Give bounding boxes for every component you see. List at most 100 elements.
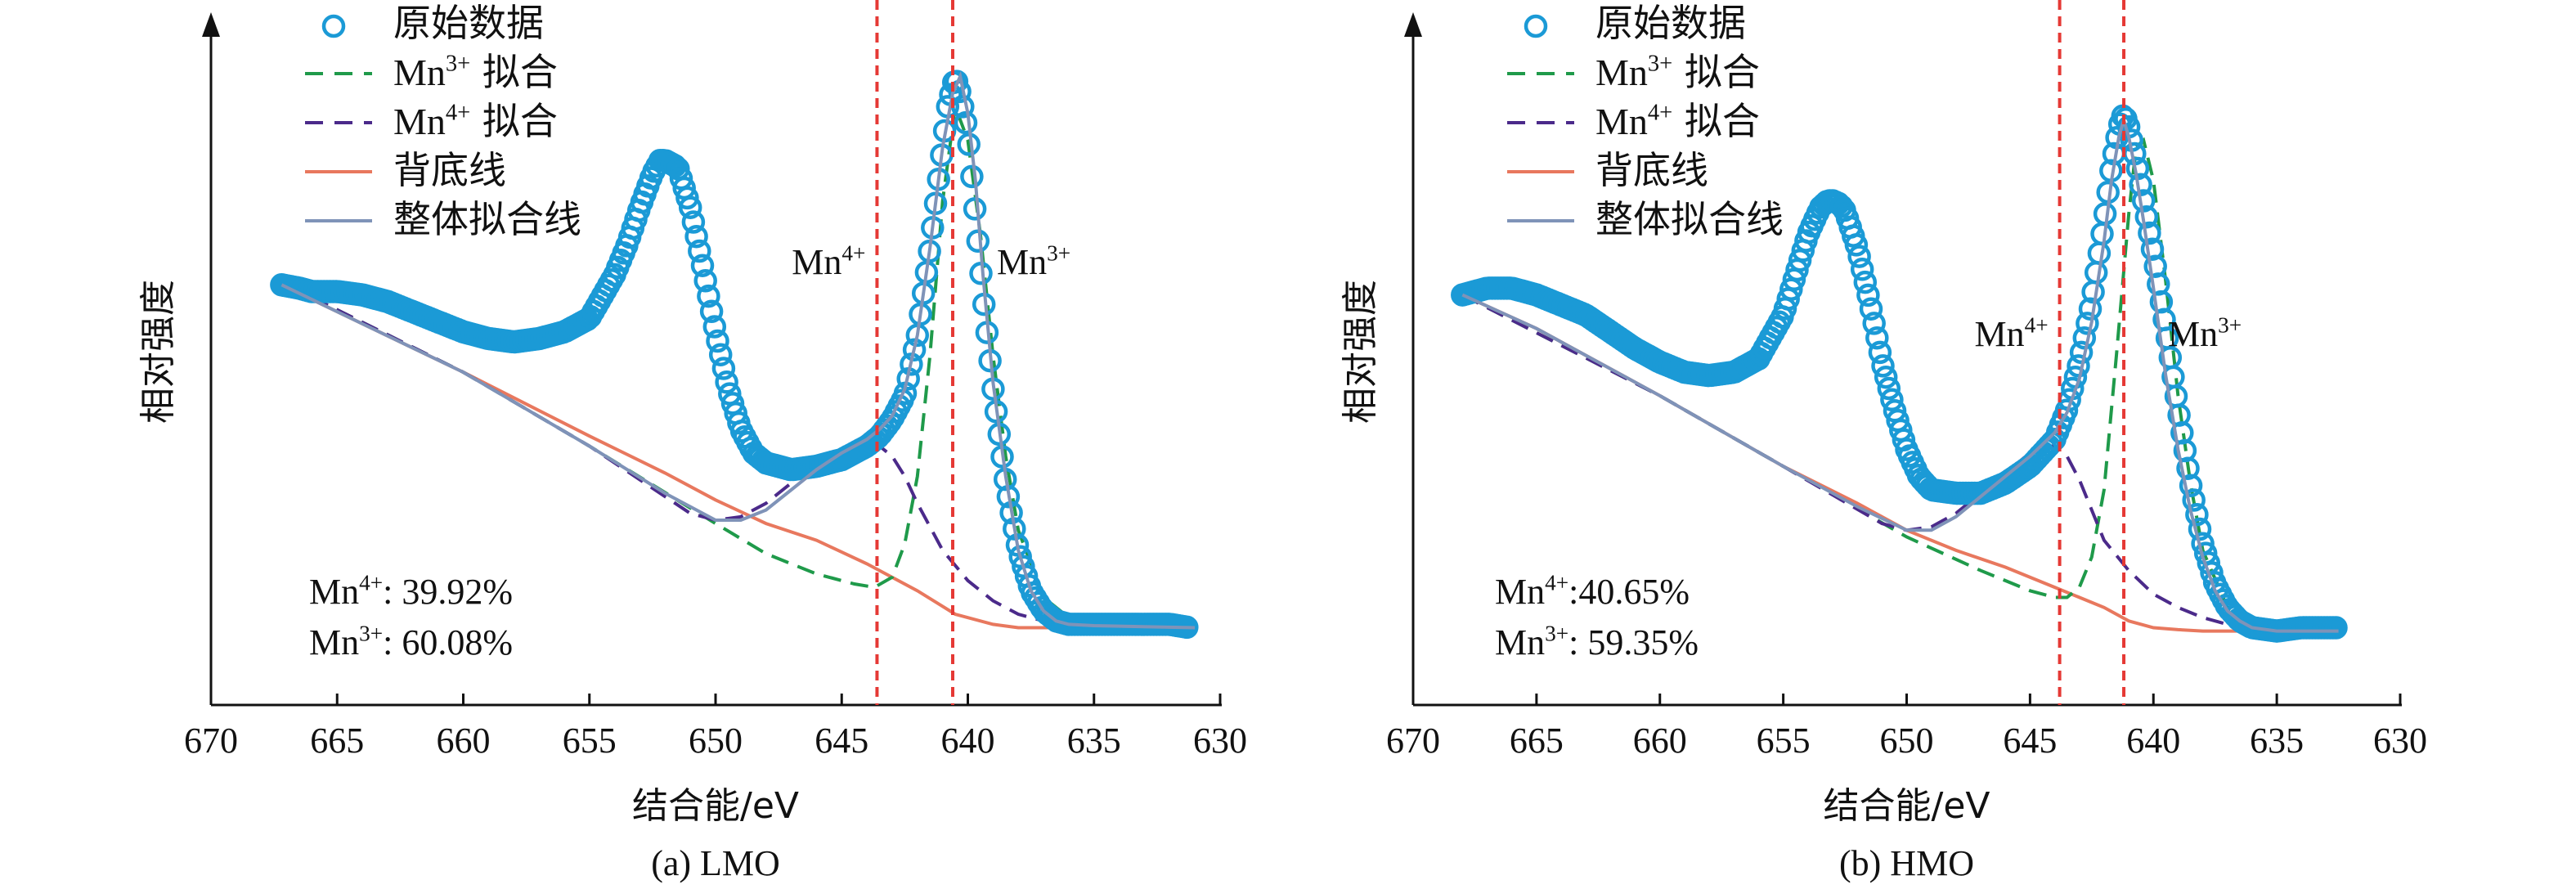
raw-data-point [715, 370, 738, 394]
stat-mn3: Mn3+: 59.35% [1495, 621, 1699, 662]
envelope-line [1461, 114, 2339, 633]
y-axis-label: 相对强度 [137, 280, 179, 424]
raw-data-point [1829, 194, 1854, 218]
raw-data-point [2188, 517, 2212, 541]
raw-data-point [2138, 221, 2161, 245]
raw-data-point [708, 343, 733, 366]
raw-data-point [960, 164, 984, 189]
x-tick-label: 660 [437, 721, 491, 761]
raw-data-point [902, 338, 927, 361]
raw-data-point [954, 110, 978, 135]
raw-data-point [2185, 502, 2209, 527]
legend-marker-raw [1524, 14, 1548, 38]
raw-data-point [697, 284, 720, 308]
raw-data-point [1853, 270, 1878, 294]
legend-label: Mn4+ 拟合 [393, 99, 558, 143]
legend-label: 背底线 [1595, 148, 1708, 192]
raw-data-point [1874, 365, 1898, 389]
raw-data-point [1880, 388, 1904, 412]
envelope-line [280, 70, 1196, 630]
stat-mn3: Mn3+: 60.08% [309, 621, 513, 662]
raw-data-point [693, 269, 717, 293]
raw-data-point [2054, 398, 2079, 423]
x-axis-label: 结合能/eV [632, 785, 799, 827]
raw-data-point [678, 195, 702, 219]
stat-mn4: Mn4+:40.65% [1495, 570, 1690, 612]
raw-data-point [2140, 237, 2165, 261]
raw-data-point [1871, 354, 1895, 378]
x-tick-label: 650 [1880, 721, 1934, 761]
x-tick-label: 665 [1510, 721, 1564, 761]
raw-data-point [1868, 340, 1892, 365]
legend-marker-raw [321, 14, 346, 38]
raw-data-point [1847, 245, 1871, 268]
raw-data-point [675, 186, 699, 210]
stat-mn4: Mn4+: 39.92% [309, 570, 513, 612]
raw-data-point [2182, 488, 2206, 512]
x-tick-label: 655 [1757, 721, 1811, 761]
legend-label: 整体拟合线 [393, 197, 581, 241]
peak-label-mn3: Mn3+ [2168, 312, 2242, 354]
x-tick-label: 670 [1386, 721, 1440, 761]
raw-data-point [699, 299, 724, 324]
raw-data-point [1844, 233, 1869, 257]
legend-label: 原始数据 [1595, 1, 1746, 45]
peak-label-mn4: Mn4+ [792, 240, 865, 282]
raw-data-point [702, 315, 727, 339]
legend-label: 原始数据 [393, 1, 544, 45]
raw-data-point [711, 357, 736, 380]
raw-data-point [2176, 456, 2200, 480]
x-tick-label: 660 [1633, 721, 1687, 761]
raw-data-point [1865, 326, 1889, 350]
raw-data-point [963, 197, 987, 221]
raw-data-point [2324, 616, 2348, 640]
mn3-fit-line [1461, 137, 2339, 633]
panel-caption: (b) HMO [1839, 843, 1974, 883]
raw-data-point [1859, 297, 1883, 321]
background-line [280, 283, 1196, 630]
x-tick-label: 645 [815, 721, 868, 761]
x-tick-label: 640 [941, 721, 995, 761]
x-tick-label: 630 [1193, 721, 1247, 761]
legend-label: Mn3+ 拟合 [393, 50, 558, 94]
raw-data-point [663, 154, 687, 178]
raw-data-point [681, 210, 706, 234]
x-tick-label: 650 [689, 721, 743, 761]
raw-data-point [2087, 241, 2112, 265]
y-axis-arrow-icon [202, 12, 220, 37]
raw-data-point [684, 224, 708, 249]
x-axis-label: 结合能/eV [1824, 785, 1990, 827]
raw-data-point [966, 229, 990, 254]
raw-data-point [1877, 376, 1901, 401]
legend-label: 背底线 [393, 148, 506, 192]
x-tick-label: 640 [2126, 721, 2180, 761]
y-axis-arrow-icon [1404, 12, 1422, 37]
x-tick-label: 635 [2250, 721, 2304, 761]
raw-data-point [2072, 326, 2097, 350]
legend-label: 整体拟合线 [1595, 197, 1784, 241]
raw-data-point [2084, 261, 2108, 285]
raw-data-point [2179, 474, 2203, 497]
x-tick-label: 665 [310, 721, 364, 761]
x-tick-label: 670 [184, 721, 238, 761]
y-axis-label: 相对强度 [1340, 280, 1381, 424]
raw-data-point [1856, 283, 1880, 308]
chart-panel-a: 670 665 660 655 650 645 640 635 630 结合能/eV 相对强度 (a)… [137, 0, 1247, 883]
raw-data-point [2076, 312, 2099, 335]
raw-data-point [2134, 204, 2159, 229]
raw-data-point [2090, 222, 2114, 246]
raw-data-point [2078, 297, 2103, 321]
mn4-fit-line [1461, 293, 2339, 633]
x-tick-label: 635 [1067, 721, 1121, 761]
chart-panel-b: 670 665 660 655 650 645 640 635 630 结合能/eV 相对强度 (b)… [1340, 0, 2427, 883]
raw-data-point [1850, 258, 1874, 281]
raw-data-point [706, 329, 729, 353]
raw-data-point [1862, 312, 1886, 335]
legend-label: Mn4+ 拟合 [1595, 99, 1760, 143]
peak-label-mn4: Mn4+ [1974, 312, 2048, 354]
raw-data-point [690, 254, 715, 277]
x-tick-label: 630 [2373, 721, 2427, 761]
raw-data-markers [1451, 104, 2348, 643]
peak-label-mn3: Mn3+ [997, 240, 1070, 282]
